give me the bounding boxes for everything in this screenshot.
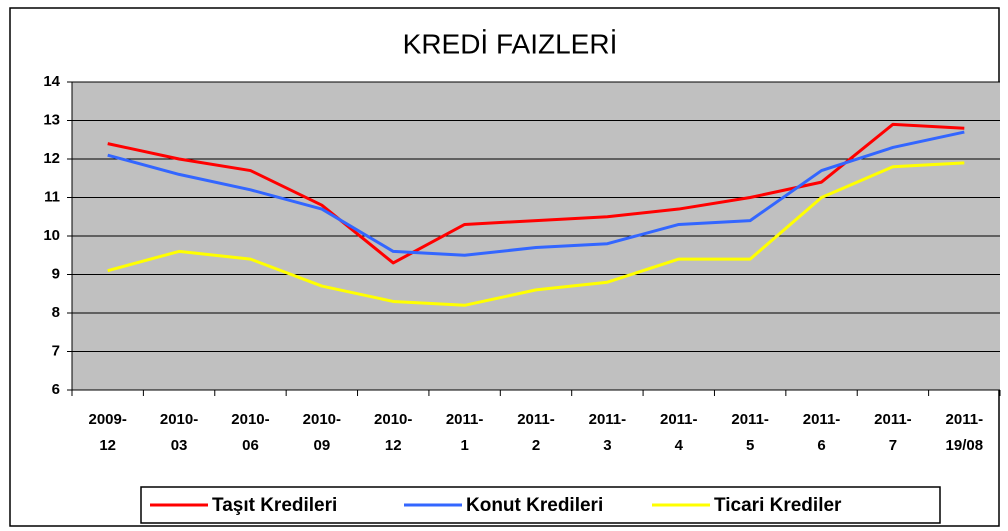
x-tick-label: 03: [171, 437, 188, 454]
x-tick-label: 09: [314, 437, 331, 454]
x-tick-label: 12: [99, 437, 116, 454]
x-tick-label: 4: [675, 437, 684, 454]
legend-label: Ticari Krediler: [714, 495, 842, 516]
y-tick-label: 13: [43, 111, 60, 128]
x-tick-label: 2011-: [446, 411, 484, 428]
y-tick-label: 14: [43, 73, 60, 90]
x-tick-label: 12: [385, 437, 402, 454]
x-tick-label: 2: [532, 437, 540, 454]
x-tick-label: 2010-: [303, 411, 341, 428]
x-tick-label: 2011-: [589, 411, 627, 428]
y-tick-label: 12: [43, 150, 60, 167]
x-tick-label: 2009-: [89, 411, 127, 428]
x-tick-label: 2010-: [374, 411, 412, 428]
legend: Taşıt Kredileri Konut Kredileri Ticari Kre…: [140, 486, 941, 524]
x-tick-label: 7: [889, 437, 897, 454]
y-tick-label: 6: [52, 381, 60, 398]
x-tick-label: 2011-: [731, 411, 769, 428]
x-tick-label: 3: [603, 437, 611, 454]
legend-label: Taşıt Kredileri: [212, 495, 337, 516]
x-tick-label: 2010-: [160, 411, 198, 428]
x-tick-label: 2010-: [231, 411, 269, 428]
x-tick-label: 6: [817, 437, 825, 454]
legend-label: Konut Kredileri: [466, 495, 603, 516]
series-line: [107, 130, 965, 257]
y-tick-label: 7: [52, 342, 60, 359]
x-tick-label: 2011-: [874, 411, 912, 428]
x-tick-label: 06: [242, 437, 259, 454]
series-line: [107, 161, 965, 307]
x-tick-label: 2011-: [660, 411, 698, 428]
x-tick-label: 5: [746, 437, 754, 454]
y-tick-label: 11: [44, 188, 60, 205]
x-tick-label: 2011-: [517, 411, 555, 428]
y-tick-label: 9: [52, 265, 60, 282]
series-line: [107, 122, 965, 265]
chart-title: KREDİ FAIZLERİ: [403, 28, 618, 59]
x-tick-label: 1: [460, 437, 468, 454]
x-tick-label: 2011-: [946, 411, 984, 428]
x-tick-label: 19/08: [946, 437, 984, 454]
y-tick-label: 10: [43, 227, 60, 244]
y-tick-label: 8: [52, 304, 60, 321]
x-tick-label: 2011-: [803, 411, 841, 428]
legend-box: [140, 486, 941, 524]
